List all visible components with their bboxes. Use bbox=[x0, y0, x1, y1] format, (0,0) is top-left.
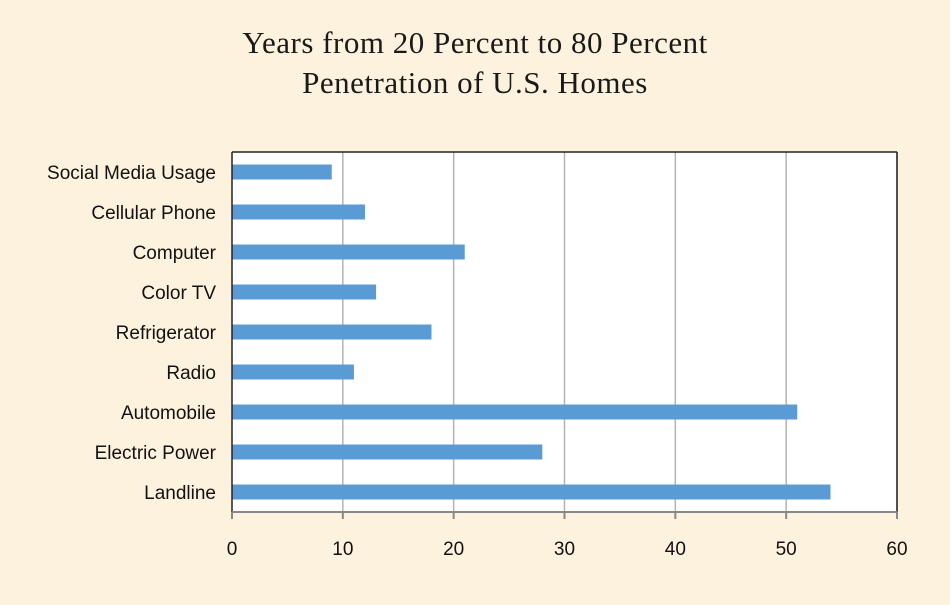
bar-radio bbox=[232, 364, 354, 380]
x-tick-label: 10 bbox=[332, 539, 353, 560]
x-tick-label: 60 bbox=[886, 539, 907, 560]
category-label: Automobile bbox=[121, 403, 216, 424]
category-label: Computer bbox=[133, 243, 217, 264]
bar-automobile bbox=[232, 404, 798, 420]
bar-cellular-phone bbox=[232, 204, 365, 220]
x-tick-label: 20 bbox=[443, 539, 464, 560]
category-label: Radio bbox=[166, 363, 216, 384]
x-tick-label: 40 bbox=[665, 539, 686, 560]
chart-title-line-1: Years from 20 Percent to 80 Percent bbox=[242, 25, 708, 60]
bar-computer bbox=[232, 244, 465, 260]
bar-electric-power bbox=[232, 444, 543, 460]
bar-color-tv bbox=[232, 284, 377, 300]
x-tick-label: 50 bbox=[776, 539, 797, 560]
category-label: Landline bbox=[144, 483, 216, 504]
bar-landline bbox=[232, 484, 831, 500]
x-tick-label: 0 bbox=[227, 539, 238, 560]
bar-refrigerator bbox=[232, 324, 432, 340]
category-label: Cellular Phone bbox=[91, 203, 216, 224]
x-tick-label: 30 bbox=[554, 539, 575, 560]
category-label: Refrigerator bbox=[116, 323, 217, 344]
bar-social-media-usage bbox=[232, 164, 332, 180]
category-label: Electric Power bbox=[95, 443, 217, 464]
chart-title-line-2: Penetration of U.S. Homes bbox=[302, 65, 648, 100]
category-label: Social Media Usage bbox=[47, 163, 216, 184]
category-label: Color TV bbox=[141, 283, 216, 304]
